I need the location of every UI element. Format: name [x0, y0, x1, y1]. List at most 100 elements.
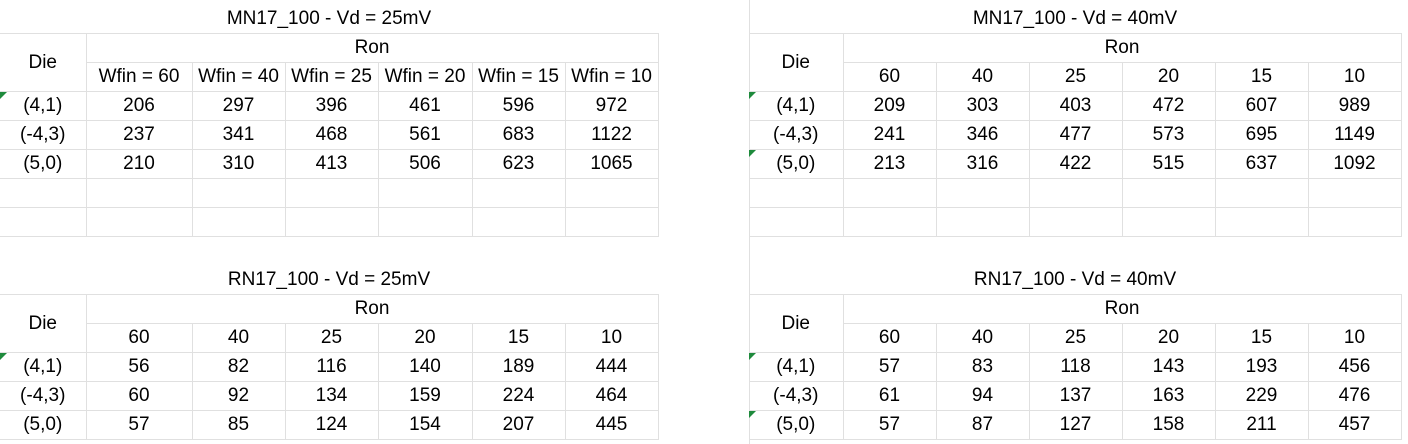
value-cell[interactable]: 116	[285, 352, 379, 382]
value-cell[interactable]: 87	[936, 410, 1030, 440]
empty-cell[interactable]	[285, 178, 379, 208]
die-cell[interactable]: (5,0)	[0, 149, 87, 179]
empty-cell[interactable]	[285, 207, 379, 237]
value-cell[interactable]: 210	[86, 149, 193, 179]
value-cell[interactable]: 989	[1308, 91, 1402, 121]
column-header[interactable]: 10	[565, 323, 659, 353]
value-cell[interactable]: 461	[378, 91, 473, 121]
empty-cell[interactable]	[565, 207, 659, 237]
value-cell[interactable]: 207	[472, 410, 566, 440]
value-cell[interactable]: 316	[936, 149, 1030, 179]
value-cell[interactable]: 573	[1122, 120, 1216, 150]
empty-cell[interactable]	[565, 178, 659, 208]
value-cell[interactable]: 422	[1029, 149, 1123, 179]
value-cell[interactable]: 83	[936, 352, 1030, 382]
column-header[interactable]: 60	[86, 323, 193, 353]
empty-cell[interactable]	[378, 178, 473, 208]
column-header[interactable]: 40	[192, 323, 286, 353]
empty-cell[interactable]	[192, 178, 286, 208]
value-cell[interactable]: 506	[378, 149, 473, 179]
ron-header[interactable]: Ron	[86, 294, 659, 324]
value-cell[interactable]: 341	[192, 120, 286, 150]
value-cell[interactable]: 124	[285, 410, 379, 440]
die-cell[interactable]: (-4,3)	[0, 381, 87, 411]
value-cell[interactable]: 60	[86, 381, 193, 411]
column-header[interactable]: 40	[936, 323, 1030, 353]
die-cell[interactable]: (4,1)	[749, 352, 844, 382]
value-cell[interactable]: 92	[192, 381, 286, 411]
value-cell[interactable]: 1065	[565, 149, 659, 179]
empty-cell[interactable]	[472, 178, 566, 208]
value-cell[interactable]: 695	[1215, 120, 1309, 150]
column-header[interactable]: 20	[1122, 323, 1216, 353]
die-cell[interactable]: (4,1)	[0, 352, 87, 382]
value-cell[interactable]: 127	[1029, 410, 1123, 440]
value-cell[interactable]: 464	[565, 381, 659, 411]
value-cell[interactable]: 303	[936, 91, 1030, 121]
die-header[interactable]: Die	[0, 33, 87, 92]
ron-header[interactable]: Ron	[843, 294, 1402, 324]
value-cell[interactable]: 396	[285, 91, 379, 121]
value-cell[interactable]: 1092	[1308, 149, 1402, 179]
value-cell[interactable]: 413	[285, 149, 379, 179]
value-cell[interactable]: 637	[1215, 149, 1309, 179]
column-header[interactable]: 25	[285, 323, 379, 353]
empty-cell[interactable]	[1029, 207, 1123, 237]
value-cell[interactable]: 456	[1308, 352, 1402, 382]
value-cell[interactable]: 476	[1308, 381, 1402, 411]
empty-cell[interactable]	[1029, 178, 1123, 208]
empty-cell[interactable]	[843, 207, 937, 237]
value-cell[interactable]: 472	[1122, 91, 1216, 121]
value-cell[interactable]: 297	[192, 91, 286, 121]
value-cell[interactable]: 1149	[1308, 120, 1402, 150]
die-cell[interactable]: (4,1)	[749, 91, 844, 121]
table-title[interactable]: MN17_100 - Vd = 25mV	[0, 5, 658, 34]
empty-cell[interactable]	[86, 207, 193, 237]
value-cell[interactable]: 57	[843, 410, 937, 440]
ron-header[interactable]: Ron	[86, 33, 659, 63]
column-header[interactable]: 15	[1215, 62, 1309, 92]
die-header[interactable]: Die	[749, 294, 844, 353]
value-cell[interactable]: 154	[378, 410, 473, 440]
value-cell[interactable]: 118	[1029, 352, 1123, 382]
value-cell[interactable]: 445	[565, 410, 659, 440]
empty-cell[interactable]	[1215, 178, 1309, 208]
value-cell[interactable]: 143	[1122, 352, 1216, 382]
value-cell[interactable]: 213	[843, 149, 937, 179]
column-header[interactable]: Wfin = 15	[472, 62, 566, 92]
column-header[interactable]: Wfin = 20	[378, 62, 473, 92]
die-cell[interactable]: (-4,3)	[749, 381, 844, 411]
value-cell[interactable]: 158	[1122, 410, 1216, 440]
value-cell[interactable]: 229	[1215, 381, 1309, 411]
value-cell[interactable]: 444	[565, 352, 659, 382]
column-header[interactable]: 25	[1029, 323, 1123, 353]
value-cell[interactable]: 94	[936, 381, 1030, 411]
empty-cell[interactable]	[1308, 207, 1402, 237]
empty-cell[interactable]	[1308, 178, 1402, 208]
value-cell[interactable]: 57	[86, 410, 193, 440]
empty-cell[interactable]	[192, 207, 286, 237]
column-header[interactable]: 15	[472, 323, 566, 353]
die-cell[interactable]: (4,1)	[0, 91, 87, 121]
column-header[interactable]: 60	[843, 323, 937, 353]
column-header[interactable]: Wfin = 60	[86, 62, 193, 92]
empty-cell[interactable]	[0, 207, 87, 237]
ron-header[interactable]: Ron	[843, 33, 1402, 63]
value-cell[interactable]: 403	[1029, 91, 1123, 121]
empty-cell[interactable]	[749, 178, 844, 208]
value-cell[interactable]: 211	[1215, 410, 1309, 440]
value-cell[interactable]: 346	[936, 120, 1030, 150]
empty-cell[interactable]	[0, 178, 87, 208]
column-header[interactable]: 20	[1122, 62, 1216, 92]
column-header[interactable]: 15	[1215, 323, 1309, 353]
value-cell[interactable]: 140	[378, 352, 473, 382]
empty-cell[interactable]	[843, 178, 937, 208]
value-cell[interactable]: 561	[378, 120, 473, 150]
value-cell[interactable]: 457	[1308, 410, 1402, 440]
value-cell[interactable]: 57	[843, 352, 937, 382]
value-cell[interactable]: 477	[1029, 120, 1123, 150]
value-cell[interactable]: 134	[285, 381, 379, 411]
value-cell[interactable]: 189	[472, 352, 566, 382]
value-cell[interactable]: 193	[1215, 352, 1309, 382]
column-header[interactable]: Wfin = 25	[285, 62, 379, 92]
